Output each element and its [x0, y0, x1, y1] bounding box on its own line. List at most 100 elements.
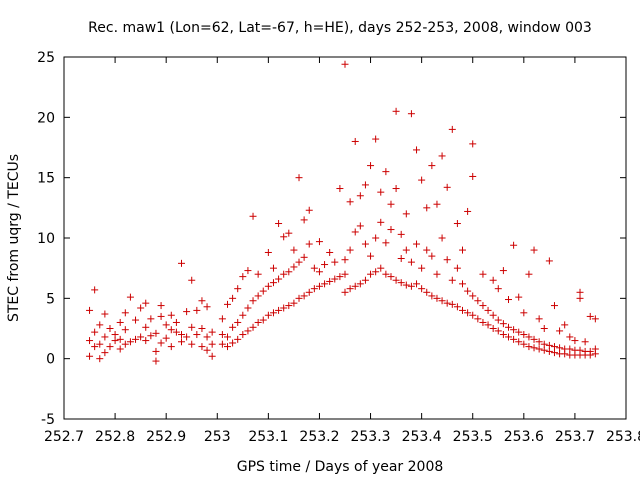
data-point — [489, 276, 497, 284]
x-tick-label: 253 — [204, 429, 231, 445]
data-point — [239, 311, 247, 319]
data-point — [305, 206, 313, 214]
data-point — [121, 340, 129, 348]
data-point — [576, 346, 584, 354]
data-point — [576, 294, 584, 302]
data-point — [413, 280, 421, 288]
data-point — [520, 309, 528, 317]
data-point — [474, 297, 482, 305]
data-point — [275, 275, 283, 283]
data-point — [346, 198, 354, 206]
data-point — [280, 304, 288, 312]
data-point — [106, 325, 114, 332]
data-point — [315, 238, 323, 246]
data-point — [229, 294, 237, 302]
data-point — [459, 246, 467, 254]
data-point — [234, 318, 242, 326]
data-point — [525, 270, 533, 278]
data-point — [96, 321, 104, 329]
data-point — [269, 264, 277, 272]
data-point — [137, 333, 145, 341]
data-point — [106, 343, 114, 351]
data-point — [254, 270, 262, 278]
data-point — [448, 300, 456, 308]
data-point — [239, 273, 247, 281]
data-point — [275, 306, 283, 314]
data-point — [331, 275, 339, 283]
data-point — [244, 267, 252, 275]
data-point — [413, 146, 421, 154]
data-points — [86, 60, 599, 365]
data-point — [377, 218, 385, 226]
data-point — [489, 325, 497, 332]
data-point — [586, 312, 594, 320]
data-point — [142, 337, 150, 345]
data-point — [459, 280, 467, 288]
data-point — [208, 328, 216, 336]
data-point — [453, 220, 461, 228]
data-point — [111, 331, 119, 339]
data-point — [484, 321, 492, 329]
data-point — [157, 312, 165, 320]
data-point — [464, 287, 472, 295]
data-point — [433, 294, 441, 302]
data-point — [504, 296, 512, 304]
data-point — [423, 288, 431, 296]
data-point — [550, 302, 558, 310]
data-point — [295, 174, 303, 182]
x-tick-label: 253.3 — [350, 429, 390, 445]
data-point — [433, 270, 441, 278]
data-point — [167, 326, 175, 334]
data-point — [126, 293, 134, 301]
data-point — [499, 320, 507, 328]
data-point — [336, 273, 344, 281]
data-point — [305, 288, 313, 296]
data-point — [142, 323, 150, 331]
data-point — [407, 282, 415, 290]
data-point — [372, 135, 380, 143]
data-point — [244, 327, 252, 335]
data-point — [91, 286, 99, 294]
data-point — [515, 328, 523, 336]
data-point — [494, 327, 502, 335]
data-point — [310, 264, 318, 272]
data-point — [254, 292, 262, 300]
data-point — [428, 252, 436, 260]
data-point — [356, 222, 364, 230]
data-point — [377, 264, 385, 272]
data-point — [479, 302, 487, 310]
data-point — [356, 192, 364, 200]
data-point — [571, 337, 579, 345]
data-point — [152, 329, 160, 337]
x-tick-label: 252.8 — [95, 429, 135, 445]
data-point — [428, 162, 436, 170]
data-point — [86, 352, 94, 360]
data-point — [341, 60, 349, 68]
data-point — [183, 308, 191, 316]
chart-title: Rec. maw1 (Lon=62, Lat=-67, h=HE), days … — [88, 20, 592, 36]
data-point — [157, 302, 165, 310]
data-point — [218, 315, 226, 323]
data-point — [367, 252, 375, 260]
data-point — [275, 220, 283, 228]
x-axis: 252.7 252.8 252.9 253 253.1 253.2 253.3 253.4 25… — [44, 57, 640, 445]
data-point — [132, 316, 140, 324]
data-point — [361, 181, 369, 189]
data-point — [264, 311, 272, 319]
data-point — [142, 299, 150, 307]
data-point — [479, 318, 487, 326]
data-point — [566, 345, 574, 353]
data-point — [433, 200, 441, 208]
data-point — [566, 333, 574, 341]
data-point — [530, 344, 538, 352]
data-point — [178, 338, 186, 346]
data-point — [459, 306, 467, 314]
y-tick-label: 15 — [37, 171, 55, 187]
x-tick-label: 253.5 — [453, 429, 493, 445]
data-point — [336, 185, 344, 193]
data-point — [504, 323, 512, 331]
data-point — [310, 285, 318, 293]
data-point — [218, 331, 226, 339]
data-point — [367, 162, 375, 170]
data-point — [387, 226, 395, 234]
